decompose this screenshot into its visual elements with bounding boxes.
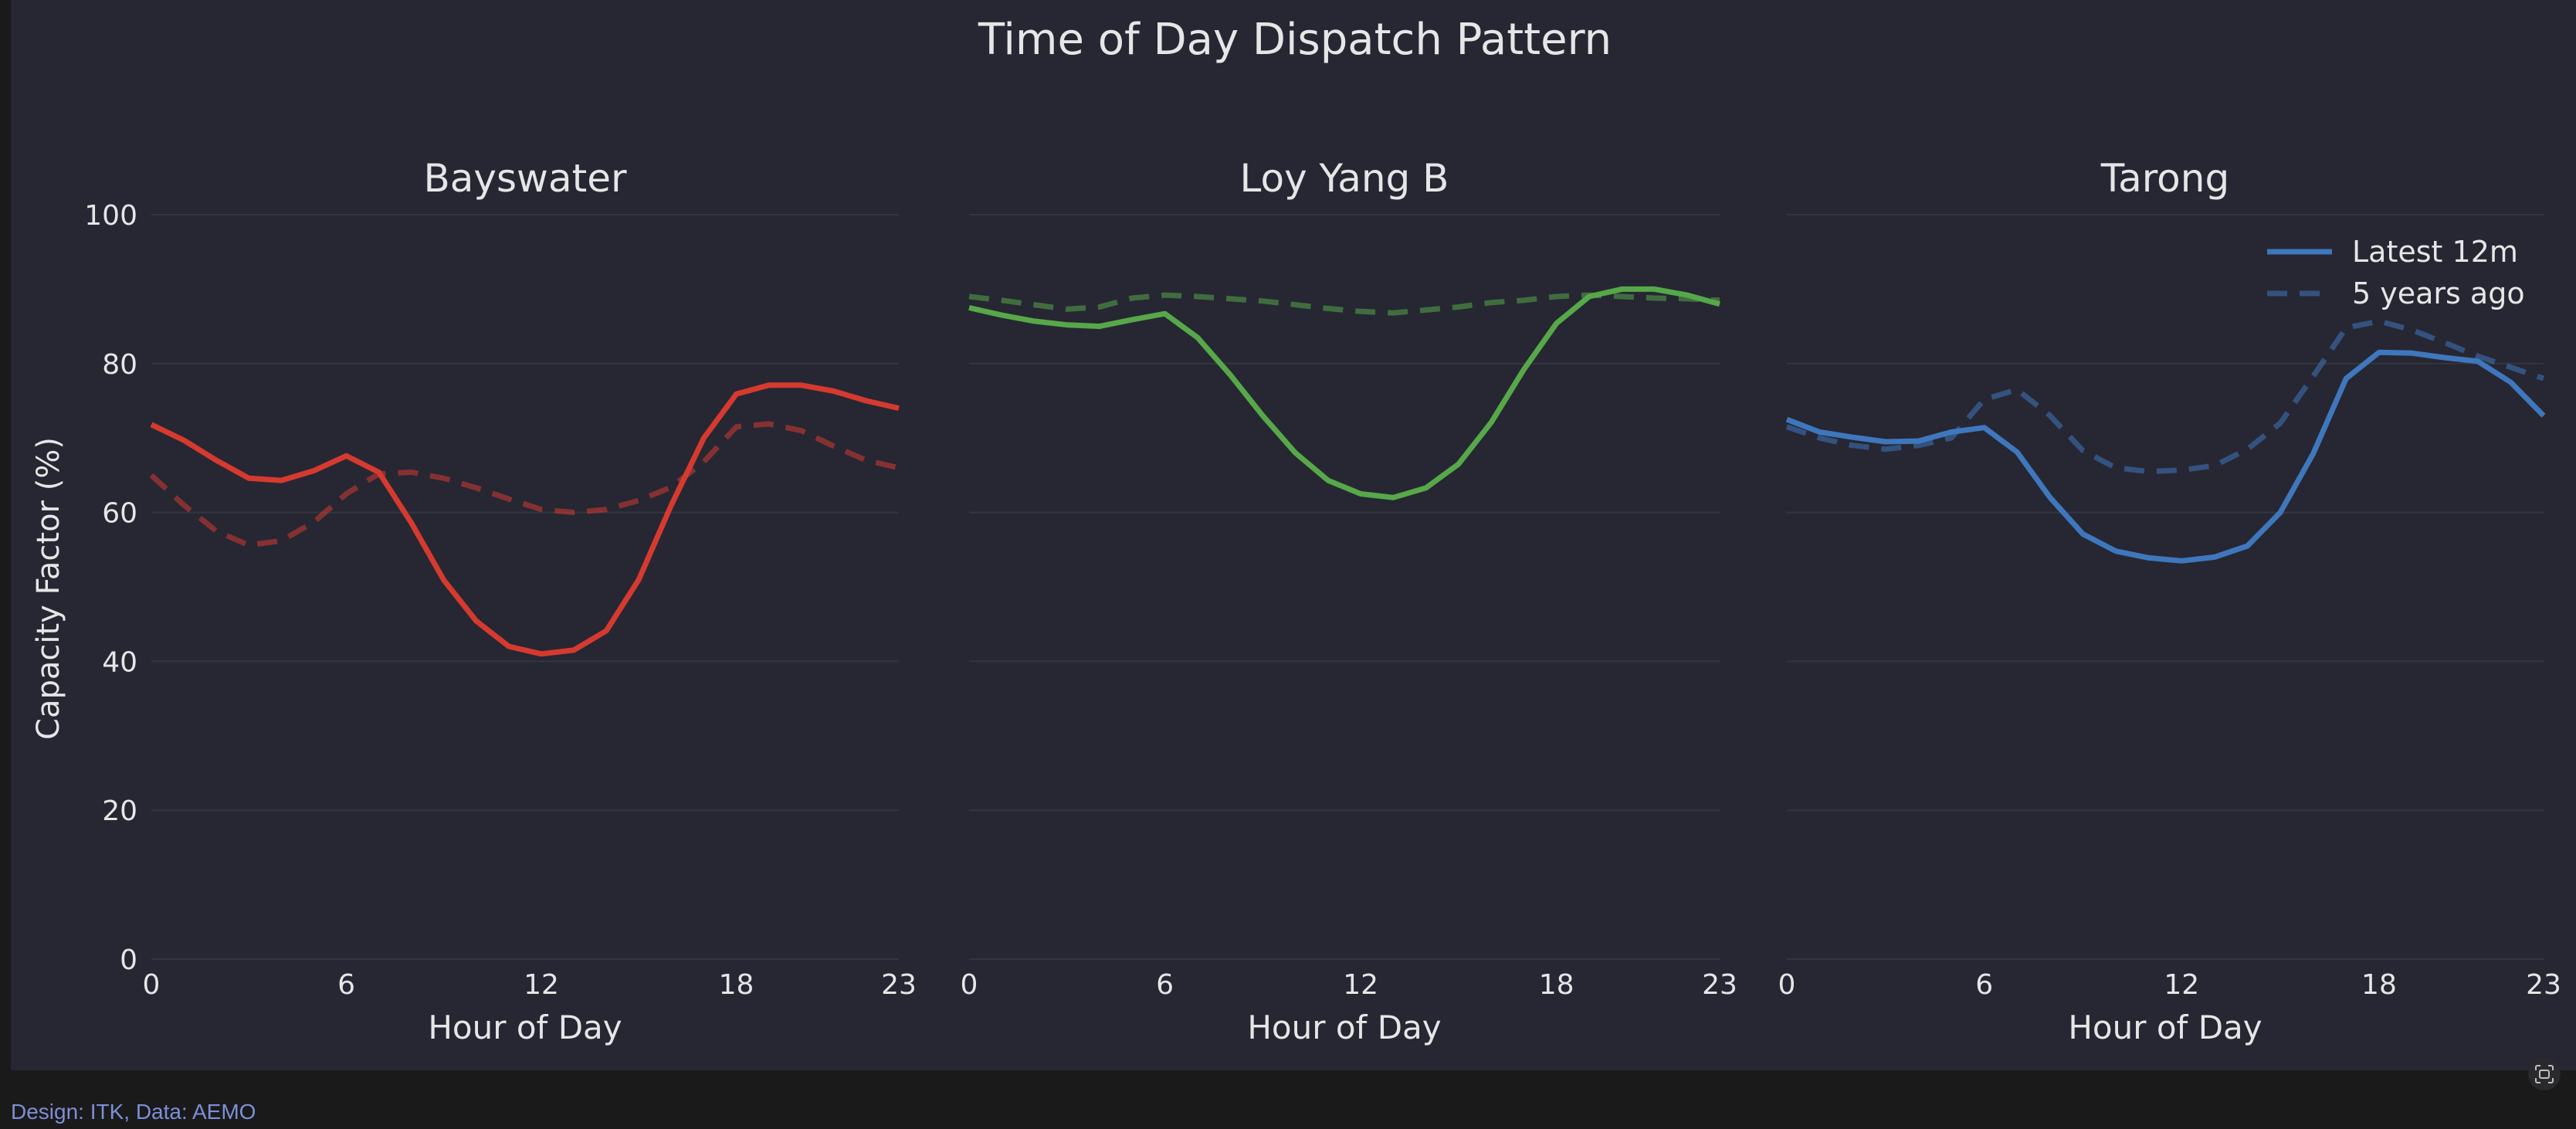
panel-1: Loy Yang B 0 6 12 18 23 Hour of Day [961,156,1737,1046]
x-tick-label: 6 [1975,969,1993,1001]
y-tick-label: 80 [102,349,137,381]
screenshot-icon[interactable] [2528,1058,2561,1090]
screenshot-glyph-icon [2535,1065,2554,1083]
legend: Latest 12m 5 years ago [2267,235,2525,310]
x-tick-label: 23 [1702,969,1737,1001]
x-tick-label: 12 [1343,969,1378,1001]
y-axis-label: Capacity Factor (%) [31,437,66,740]
chart-panel: Time of Day Dispatch Pattern Capacity Fa… [11,0,2576,1070]
x-tick-label: 23 [2526,969,2561,1001]
x-tick-label: 0 [143,969,161,1001]
y-tick-label: 20 [102,795,137,827]
x-tick-label: 23 [881,969,917,1001]
footer-credit: Design: ITK, Data: AEMO [11,1100,256,1124]
series-line-five-years-ago [149,421,900,548]
x-tick-label: 0 [1778,969,1796,1001]
y-tick-label: 0 [120,944,137,976]
y-tick-label: 100 [84,200,137,232]
panel-title: Bayswater [423,156,626,201]
y-tick-label: 60 [102,498,137,530]
chart-svg: Time of Day Dispatch Pattern Capacity Fa… [31,15,2561,1046]
x-axis-label: Hour of Day [1247,1009,1441,1046]
series-line-latest-12m [968,286,1720,500]
series-line-latest-12m [150,382,900,657]
x-tick-label: 18 [719,969,754,1001]
series-line-five-years-ago [1785,318,2545,475]
x-tick-label: 18 [2361,969,2397,1001]
x-axis-label: Hour of Day [428,1009,622,1046]
legend-label-0: Latest 12m [2352,235,2518,269]
x-axis-label: Hour of Day [2068,1009,2262,1046]
y-tick-label: 40 [102,646,137,678]
x-tick-label: 12 [524,969,559,1001]
x-tick-label: 6 [337,969,355,1001]
legend-label-1: 5 years ago [2352,276,2525,310]
x-tick-label: 12 [2164,969,2199,1001]
panel-title: Loy Yang B [1240,156,1449,201]
x-tick-label: 18 [1539,969,1574,1001]
series-line-latest-12m [1785,349,2546,564]
panel-2: Tarong 0 6 12 18 23 Hour of Day [1778,156,2561,1046]
x-tick-label: 0 [961,969,978,1001]
x-tick-label: 6 [1156,969,1174,1001]
chart-title: Time of Day Dispatch Pattern [978,15,1612,65]
series-line-five-years-ago [968,292,1720,316]
panel-0: Bayswater 0 6 12 18 23 Hour of Day 0 20 40 60 80 100 [84,156,917,1046]
panel-title: Tarong [2100,156,2229,201]
